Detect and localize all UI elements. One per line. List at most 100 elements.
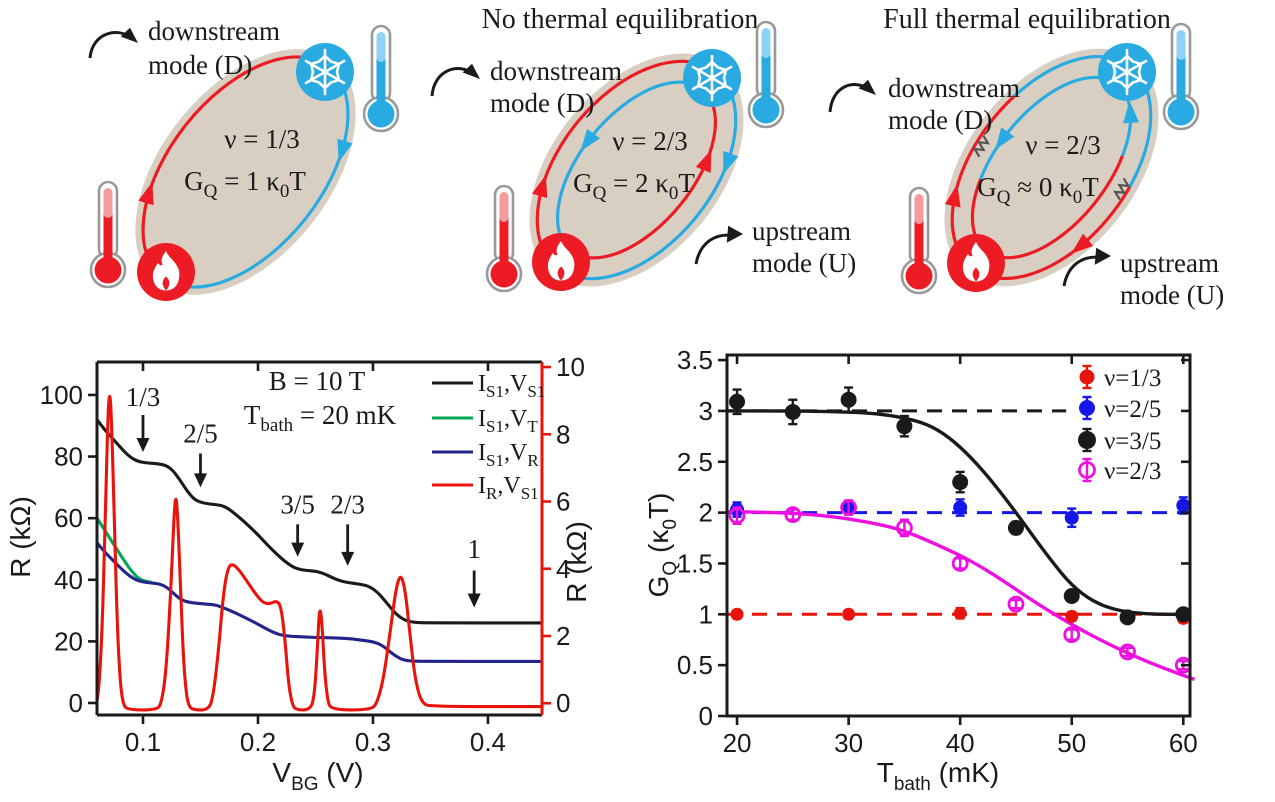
filling-factor-label: ν = 1/3 [224,124,299,154]
y-tick-label-left: 60 [54,503,83,533]
data-point-open [1119,643,1136,661]
downstream-hot-edge-arc [535,59,718,269]
y-tick-label-left: 100 [40,380,83,410]
x-tick-label: 0.2 [240,727,276,757]
x-tick-label: 0.4 [470,727,506,757]
resistance-vs-gate-voltage-plot: 0.1 0.2 0.3 0.4 0 20 40 60 80 100 0 2 4 6 8 10 1/3 2/5 3/5… [5,352,592,795]
data-point-open [951,555,969,572]
data-point [840,391,857,408]
edge-direction-arrow [1071,233,1094,254]
downstream-hot-edge-arc [141,55,330,279]
series-curve [95,418,542,625]
data-point [1064,510,1079,525]
legend-entry-nu-2-5: ν=2/5 [1104,396,1161,423]
edge-direction-arrow [995,127,1015,150]
x-tick-label: 20 [723,728,752,758]
diagram-panel-2-3-no-equilibration: No thermal equilibration downstream mode… [430,4,856,293]
downstream-mode-label-2: mode (D) [148,50,252,80]
y-tick-label-left: 0 [69,688,83,718]
annotation-arrow-head [291,542,305,557]
legend-marker [1079,400,1095,416]
data-point [953,500,968,515]
left-plot-legend: IS1,VS1 IS1,VT IS1,VR IR,VS1 [432,371,545,503]
y-tick-label: 0.5 [677,650,713,680]
y-tick-label-right: 6 [556,487,570,517]
x-axis-label: VBG (V) [272,757,363,795]
data-point-open [895,519,913,537]
plot-frame [725,353,1192,718]
data-point [1176,498,1191,513]
curved-arrow-head [858,79,876,95]
edge-direction-arrow [580,128,600,152]
x-tick-label: 60 [1169,728,1198,758]
curved-arrow-head [120,27,138,43]
equilibration-resistor-squiggle [1113,177,1131,201]
thermal-conductance-equation: GQ ≈ 0 κ0T [977,172,1099,208]
annotation-arrow-head [467,593,481,608]
y-tick-label: 2 [699,498,713,528]
legend-marker [1079,369,1095,385]
curved-arrow-head [462,63,480,79]
upstream-mode-label-2: mode (U) [1120,280,1224,310]
y-tick-label: 3.5 [677,345,713,375]
data-point [953,606,967,620]
annotation-arrow-head [136,437,150,452]
downstream-mode-label-2: mode (D) [888,105,992,135]
legend-entry-IR-VS1: IR,VS1 [478,473,539,503]
legend-marker [1078,431,1096,449]
downstream-mode-label: downstream [148,16,280,46]
downstream-mode-label: downstream [490,56,622,86]
x-tick-label: 30 [834,728,863,758]
data-point [1063,588,1080,605]
curved-arrow-head [726,225,743,243]
plot-condition-field: B = 10 T [269,366,366,396]
right-y-axis-label: R (kΩ) [561,521,592,603]
x-tick-label: 50 [1057,728,1086,758]
diagram-panel-2-3-full-equilibration: Full thermal equilibration downstream mo… [828,4,1224,310]
fit-curve [727,409,1189,617]
x-tick-label: 0.3 [355,727,391,757]
legend-entry-IS1-VR: IS1,VR [478,440,539,470]
upstream-mode-label-2: mode (U) [752,248,856,278]
upstream-mode-label: upstream [1120,248,1219,278]
filling-factor-label: ν = 2/3 [612,126,687,156]
plateau-annotation-label: 1/3 [126,382,161,412]
downstream-cold-edge-arc [555,71,738,281]
plateau-annotation-label: 3/5 [280,490,315,520]
data-point-open [784,506,802,524]
data-point [729,393,746,410]
thermal-conductance-equation: GQ = 2 κ0T [573,168,695,204]
thermal-conductance-vs-temperature-plot: 20 30 40 50 60 0 0.5 1 1.5 2 2.5 3 3.5 GQ (κ0T) Tbat… [643,345,1198,795]
y-axis-label: GQ (κ0T) [643,493,681,598]
curved-arrow-head [1094,247,1111,265]
plateau-annotation-label: 1 [467,534,481,564]
panel-title: No thermal equilibration [482,4,759,35]
edge-direction-arrow [531,174,548,199]
quantum-hall-droplet [529,53,744,287]
data-point [1007,519,1024,536]
upstream-mode-label: upstream [752,216,851,246]
annotation-arrow-head [193,473,207,488]
y-tick-label-right: 4 [556,554,570,584]
series-curve [95,517,153,585]
plateau-annotation-label: 2/3 [330,490,365,520]
series-curve [95,394,542,712]
y-tick-label: 1 [699,599,713,629]
legend-entry-nu-1-3: ν=1/3 [1104,365,1161,392]
y-tick-label: 2.5 [677,447,713,477]
y-tick-label-left: 80 [54,442,83,472]
quantum-hall-droplet [944,48,1159,287]
data-point [896,418,913,435]
data-point-open [1063,626,1081,644]
legend-entry-IS1-VT: IS1,VT [478,406,538,436]
data-point [784,403,801,420]
plot-condition-temperature: Tbath = 20 mK [244,400,397,436]
data-point [842,607,856,621]
left-y-axis-label: R (kΩ) [5,496,36,578]
data-point [730,607,744,621]
edge-direction-arrow [337,138,353,163]
y-tick-label: 1.5 [677,548,713,578]
y-tick-label-left: 20 [54,626,83,656]
y-tick-label: 0 [699,701,713,731]
